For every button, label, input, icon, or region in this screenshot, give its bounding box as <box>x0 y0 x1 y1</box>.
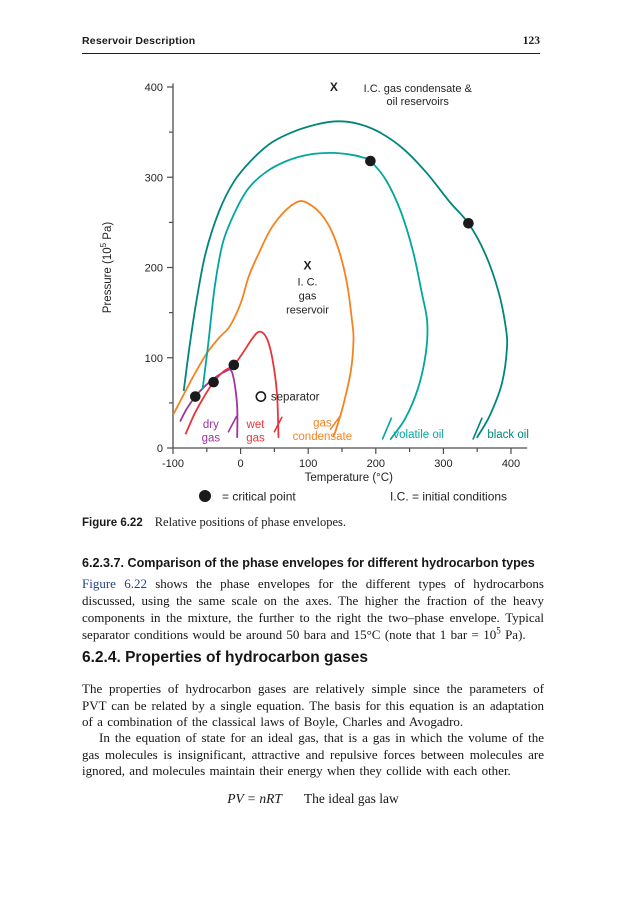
curve-gas-condensate <box>172 200 355 438</box>
curve-wet-gas <box>184 330 280 439</box>
separator-label: separator <box>271 392 320 404</box>
equation-formula: PV = nRT <box>227 791 282 806</box>
paragraph-6237-end: Pa). <box>500 627 526 642</box>
curve-label-tick <box>227 415 238 433</box>
curve-label: gas <box>246 433 265 445</box>
curve-label: condensate <box>293 431 352 443</box>
critical-point-dot <box>463 217 474 229</box>
curve-label-tick <box>472 417 483 440</box>
y-axis-label: Pressure (105 Pa) <box>99 222 114 314</box>
figure-caption: Figure 6.22 Relative positions of phase e… <box>82 515 346 530</box>
page-number: 123 <box>522 35 540 47</box>
initial-conditions-x-marker: X <box>304 259 312 273</box>
initial-conditions-annotation: reservoir <box>286 305 329 317</box>
figure-caption-label: Figure 6.22 <box>82 517 143 529</box>
phase-envelope-chart: -100 0 100 200 300 400 0 100 200 300 400 Temperatur… <box>99 80 529 504</box>
paragraph-624-second: In the equation of state for an ideal ga… <box>82 730 544 778</box>
legend-critical-point-text: = critical point <box>222 490 296 504</box>
initial-conditions-x-marker: X <box>330 80 338 94</box>
x-tick-label: -100 <box>162 458 184 470</box>
y-tick-label: 400 <box>145 82 163 94</box>
running-header: Reservoir Description 123 <box>82 35 540 54</box>
ideal-gas-equation: PV = nRT The ideal gas law <box>82 791 544 807</box>
separator-marker <box>255 391 267 402</box>
running-header-title: Reservoir Description <box>82 35 196 47</box>
figure-622-link[interactable]: Figure 6.22 <box>82 576 147 591</box>
critical-point-dot <box>208 376 219 388</box>
critical-point-dot <box>190 391 201 402</box>
equation-label: The ideal gas law <box>303 791 399 806</box>
section-heading-624: 6.2.4. Properties of hydrocarbon gases <box>82 649 368 666</box>
legend-initial-conditions-text: I.C. = initial conditions <box>390 490 507 504</box>
curve-black-oil <box>182 120 509 439</box>
figure-caption-text: Relative positions of phase envelopes. <box>154 515 346 529</box>
initial-conditions-annotation: I.C. gas condensate & <box>364 83 473 95</box>
curve-label: dry <box>203 419 219 431</box>
superscript-5: 5 <box>496 625 501 636</box>
section-heading-6237: 6.2.3.7. Comparison of the phase envelop… <box>82 556 535 570</box>
initial-conditions-annotation: I. C. <box>297 277 317 289</box>
curve-label: wet <box>246 419 266 431</box>
critical-point-dot <box>365 155 376 167</box>
paragraph-6237: Figure 6.22 shows the phase envelopes fo… <box>82 575 544 643</box>
curve-volatile-oil <box>201 151 429 440</box>
critical-point-dot <box>228 359 240 371</box>
paragraph-624-first: The properties of hydrocarbon gases are … <box>82 681 544 729</box>
x-tick-label: 200 <box>367 458 385 470</box>
legend-critical-point-dot <box>199 490 211 502</box>
y-tick-label: 300 <box>145 172 163 184</box>
x-tick-label: 400 <box>502 458 520 470</box>
curve-label: volatile oil <box>393 429 444 441</box>
curve-label: gas <box>313 417 332 429</box>
y-tick-label: 100 <box>145 353 163 365</box>
y-tick-label: 0 <box>157 443 163 455</box>
curve-label: gas <box>202 433 221 445</box>
curve-label: black oil <box>487 429 529 441</box>
x-tick-label: 300 <box>434 458 452 470</box>
x-tick-label: 0 <box>238 458 244 470</box>
initial-conditions-annotation: oil reservoirs <box>387 96 450 108</box>
y-tick-label: 200 <box>145 263 163 275</box>
curve-label-tick <box>329 414 342 430</box>
initial-conditions-annotation: gas <box>299 291 317 303</box>
curve-label-tick <box>273 416 283 433</box>
x-axis-label: Temperature (°C) <box>305 472 393 484</box>
paragraph-6237-text: shows the phase envelopes for the differ… <box>82 576 544 642</box>
x-tick-label: 100 <box>299 458 317 470</box>
curve-label-tick <box>381 417 393 440</box>
